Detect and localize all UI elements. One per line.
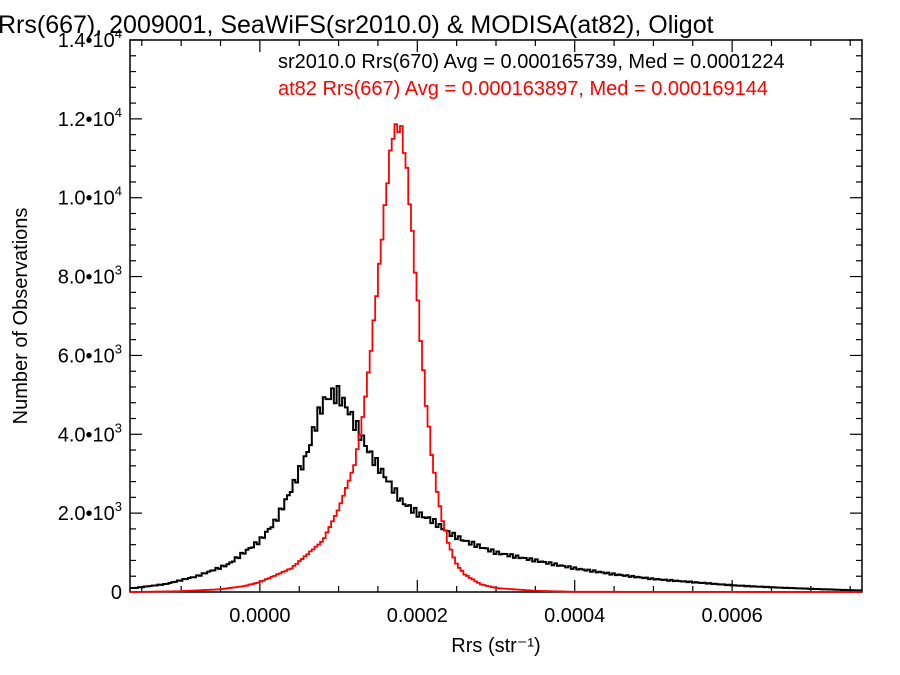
series-layer: [130, 123, 862, 593]
series-line: [130, 123, 862, 593]
y-tick-label: 1.2•104: [58, 105, 122, 131]
chart-title: Rrs(667), 2009001, SeaWiFS(sr2010.0) & M…: [0, 11, 714, 39]
x-tick-label: 0.0006: [702, 605, 763, 627]
x-axis-label: Rrs (str⁻¹): [451, 635, 540, 657]
x-tick-label: 0.0004: [544, 605, 605, 627]
legend-entry: sr2010.0 Rrs(670) Avg = 0.000165739, Med…: [278, 51, 785, 73]
y-tick-label: 6.0•103: [58, 341, 122, 367]
y-axis-label: Number of Observations: [10, 208, 32, 425]
y-tick-label: 1.0•104: [58, 184, 122, 210]
x-tick-labels: 0.0000 0.0002 0.0004 0.0006: [229, 605, 762, 627]
y-tick-label: 4.0•103: [58, 420, 122, 446]
legend-entry: at82 Rrs(667) Avg = 0.000163897, Med = 0…: [278, 78, 768, 100]
y-tick-labels: 0 2.0•103 4.0•103 6.0•103 8.0•103 1.0•104 1.2•…: [58, 26, 122, 604]
y-tick-label: 0: [111, 582, 122, 604]
legend: sr2010.0 Rrs(670) Avg = 0.000165739, Med…: [278, 51, 785, 100]
x-tick-label: 0.0000: [229, 605, 290, 627]
y-tick-label: 2.0•103: [58, 499, 122, 525]
plot-frame: [129, 39, 863, 593]
series-line: [130, 385, 862, 592]
y-tick-label: 8.0•103: [58, 263, 122, 289]
x-tick-label: 0.0002: [387, 605, 448, 627]
axis-ticks: [130, 39, 862, 593]
y-tick-label: 1.4•104: [58, 26, 122, 52]
